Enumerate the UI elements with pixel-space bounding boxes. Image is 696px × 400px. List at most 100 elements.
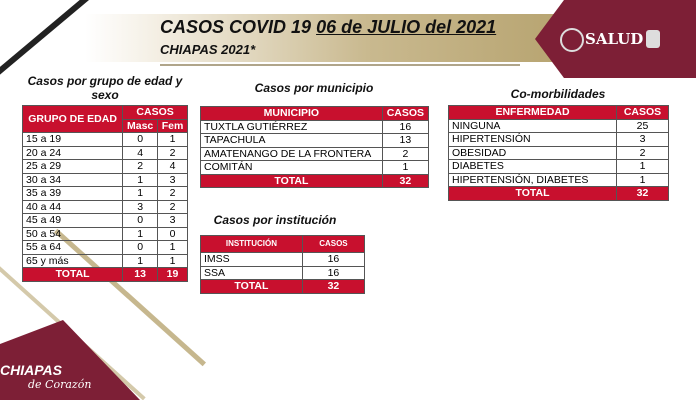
table-row: 30 a 34 1 3 — [21, 172, 188, 187]
h-cases: CASOS — [381, 106, 430, 121]
cell-value: 4 — [157, 159, 188, 174]
divider — [160, 64, 520, 66]
table-row: 55 a 64 0 1 — [21, 240, 188, 255]
cell-value: 2 — [157, 199, 188, 214]
cell-value: 4 — [122, 145, 159, 160]
cell-value: 1 — [122, 226, 159, 241]
cell-label: 20 a 24 — [21, 145, 124, 160]
cell-value: 1 — [157, 240, 188, 255]
cell-label: OBESIDAD — [447, 145, 618, 160]
table-row: 35 a 39 1 2 — [21, 186, 188, 201]
cell-value: 1 — [157, 132, 188, 147]
cell-value: 3 — [157, 172, 188, 187]
table-row: HIPERTENSIÓN 3 — [447, 132, 669, 147]
inst-title: Casos por institución — [213, 213, 337, 227]
cell-value: 2 — [122, 159, 159, 174]
total-row: TOTAL 32 — [200, 279, 366, 294]
cell-value: 16 — [301, 265, 366, 280]
table-row: 45 a 49 0 3 — [21, 213, 188, 228]
table-row: 65 y más 1 1 — [21, 253, 188, 268]
cell-value: 2 — [157, 145, 188, 160]
cell-value: 0 — [122, 240, 159, 255]
table-row: TUXTLA GUTIÉRREZ 16 — [200, 119, 430, 134]
h-mun: MUNICIPIO — [200, 106, 383, 121]
table-row: SSA 16 — [200, 265, 366, 280]
table-row: COMITÁN 1 — [200, 160, 430, 175]
cell-label: AMATENANGO DE LA FRONTERA — [200, 146, 383, 161]
inst-table: INSTITUCIÓN CASOS IMSS 16 SSA 16 TOTAL 32 — [200, 235, 366, 294]
cell-value: 1 — [122, 186, 159, 201]
cell-value: 16 — [301, 252, 366, 267]
table-row: 20 a 24 4 2 — [21, 145, 188, 160]
page-subtitle: CHIAPAS 2021* — [160, 42, 256, 57]
shield-icon — [646, 30, 660, 48]
mun-table: MUNICIPIO CASOS TUXTLA GUTIÉRREZ 16 TAPACHU… — [200, 106, 430, 188]
cell-value: 1 — [122, 253, 159, 268]
table-row: AMATENANGO DE LA FRONTERA 2 — [200, 146, 430, 161]
cell-label: SSA — [200, 265, 303, 280]
table-row: 50 a 54 1 0 — [21, 226, 188, 241]
chiapas-logo-sub: de Corazón — [28, 378, 92, 391]
table-row: OBESIDAD 2 — [447, 145, 669, 160]
cell-value: 1 — [381, 160, 430, 175]
table-row: IMSS 16 — [200, 252, 366, 267]
cell-label: 45 a 49 — [21, 213, 124, 228]
table-row: 25 a 29 2 4 — [21, 159, 188, 174]
cell-label: TOTAL — [21, 267, 124, 282]
cell-value: 13 — [122, 267, 159, 282]
h-disease: ENFERMEDAD — [447, 105, 618, 120]
cell-value: 1 — [616, 159, 669, 174]
table-row: TAPACHULA 13 — [200, 133, 430, 148]
cell-value: 32 — [301, 279, 366, 294]
cell-label: 15 a 19 — [21, 132, 124, 147]
title-prefix: CASOS COVID 19 — [160, 17, 312, 37]
h-cases: CASOS — [122, 105, 188, 120]
table-row: NINGUNA 25 — [447, 118, 669, 133]
age-title: Casos por grupo de edad y sexo — [27, 74, 183, 102]
com-table: ENFERMEDAD CASOS NINGUNA 25 HIPERTENSIÓN 3 OB… — [447, 105, 669, 201]
h-cases: CASOS — [616, 105, 669, 120]
cell-value: 13 — [381, 133, 430, 148]
cell-label: NINGUNA — [447, 118, 618, 133]
cell-label: TOTAL — [200, 173, 383, 188]
h-group: GRUPO DE EDAD — [21, 105, 124, 133]
cell-value: 16 — [381, 119, 430, 134]
page-title: CASOS COVID 19 06 de JULIO del 2021 — [160, 17, 496, 38]
table-row: DIABETES 1 — [447, 159, 669, 174]
cell-label: 55 a 64 — [21, 240, 124, 255]
cell-value: 3 — [616, 132, 669, 147]
cell-value: 32 — [381, 173, 430, 188]
cell-label: TOTAL — [200, 279, 303, 294]
mun-title: Casos por municipio — [254, 81, 374, 95]
title-band — [85, 14, 555, 62]
cell-value: 1 — [122, 172, 159, 187]
cell-value: 19 — [157, 267, 188, 282]
h-inst: INSTITUCIÓN — [200, 235, 303, 253]
h-cases: CASOS — [301, 235, 366, 253]
cell-label: HIPERTENSIÓN, DIABETES — [447, 172, 618, 187]
cell-label: DIABETES — [447, 159, 618, 174]
cell-label: 35 a 39 — [21, 186, 124, 201]
cell-value: 3 — [122, 199, 159, 214]
cell-label: 25 a 29 — [21, 159, 124, 174]
age-table: GRUPO DE EDAD CASOS Masc Fem 15 a 19 0 1 20 a… — [21, 105, 188, 282]
total-row: TOTAL 32 — [200, 173, 430, 188]
cell-label: HIPERTENSIÓN — [447, 132, 618, 147]
cell-value: 0 — [122, 132, 159, 147]
title-date: 06 de JULIO del 2021 — [316, 17, 497, 37]
h-masc: Masc — [122, 118, 159, 133]
table-row: HIPERTENSIÓN, DIABETES 1 — [447, 172, 669, 187]
cell-value: 0 — [122, 213, 159, 228]
cell-label: TUXTLA GUTIÉRREZ — [200, 119, 383, 134]
cell-value: 25 — [616, 118, 669, 133]
salud-logo: SALUD — [585, 30, 644, 48]
cell-value: 3 — [157, 213, 188, 228]
cell-value: 1 — [616, 172, 669, 187]
com-title: Co-morbilidades — [510, 87, 606, 101]
seal-icon — [560, 28, 584, 52]
cell-label: 30 a 34 — [21, 172, 124, 187]
cell-value: 2 — [616, 145, 669, 160]
cell-label: TOTAL — [447, 186, 618, 201]
table-row: 15 a 19 0 1 — [21, 132, 188, 147]
table-row: 40 a 44 3 2 — [21, 199, 188, 214]
